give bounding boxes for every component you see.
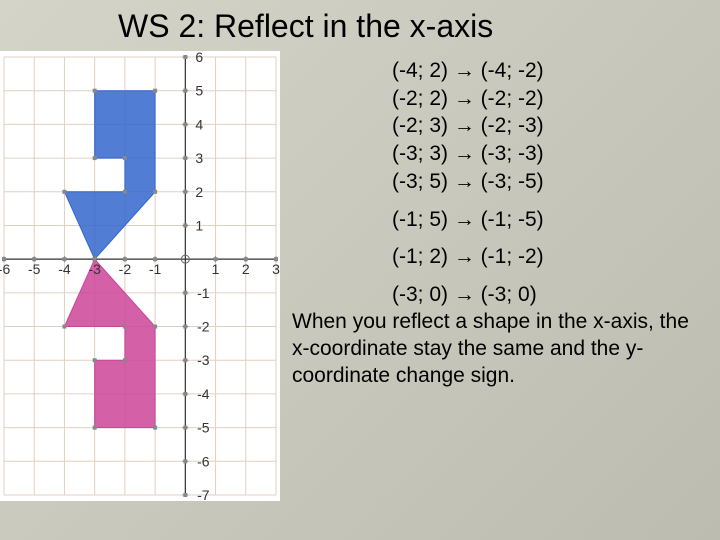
vertex-dot [123, 325, 127, 329]
slide: WS 2: Reflect in the x-axis -6 -5 -4 -3 -2 -1… [0, 0, 720, 506]
y-tick-label: -6 [197, 453, 210, 469]
vertex-dot [93, 156, 97, 160]
x-tick-label: -6 [0, 261, 10, 277]
mapping-line: (-2; 3) → (-2; -3) [292, 112, 720, 140]
mapping-line: (-1; 5) → (-1; -5) [292, 206, 720, 234]
coordinate-grid: -6-5-4-3-2-1123654321-1-2-3-4-5-6-7 [0, 51, 280, 501]
explanation-text: When you reflect a shape in the x-axis, … [292, 309, 720, 390]
y-tick-label: -1 [197, 285, 210, 301]
mapping-line: (-2; 2) → (-2; -2) [292, 85, 720, 113]
y-tick-label: 4 [195, 116, 203, 132]
vertex-dot [123, 358, 127, 362]
y-tick-label: 3 [195, 150, 203, 166]
vertex-dot [123, 190, 127, 194]
content-row: -6-5-4-3-2-1123654321-1-2-3-4-5-6-7 (-4;… [0, 51, 720, 506]
vertex-dot [62, 190, 66, 194]
vertex-dot [93, 89, 97, 93]
x-tick-label: 1 [212, 261, 220, 277]
mapping-group-2: (-1; 5) → (-1; -5) [292, 206, 720, 234]
y-tick-label: -4 [197, 386, 210, 402]
x-tick-label: -2 [119, 261, 132, 277]
coordinates-column: (-4; 2) → (-4; -2)(-2; 2) → (-2; -2)(-2;… [280, 51, 720, 389]
y-tick-label: -7 [197, 487, 210, 501]
vertex-dot [153, 426, 157, 430]
mapping-group-3: (-1; 2) → (-1; -2) [292, 243, 720, 271]
x-tick-label: -5 [28, 261, 41, 277]
mapping-group-1: (-4; 2) → (-4; -2)(-2; 2) → (-2; -2)(-2;… [292, 57, 720, 196]
vertex-dot [93, 426, 97, 430]
mapping-line: (-4; 2) → (-4; -2) [292, 57, 720, 85]
vertex-dot [153, 190, 157, 194]
x-tick-label: -3 [88, 261, 101, 277]
mapping-line: (-1; 2) → (-1; -2) [292, 243, 720, 271]
vertex-dot [153, 325, 157, 329]
mapping-line: (-3; 3) → (-3; -3) [292, 140, 720, 168]
mapping-group-4: (-3; 0) → (-3; 0) [292, 281, 720, 309]
y-tick-label: 6 [195, 51, 203, 65]
x-tick-label: -4 [58, 261, 71, 277]
vertex-dot [93, 358, 97, 362]
y-tick-label: -2 [197, 319, 210, 335]
x-tick-label: 2 [242, 261, 250, 277]
mapping-line: (-3; 5) → (-3; -5) [292, 168, 720, 196]
vertex-dot [153, 89, 157, 93]
y-tick-label: 2 [195, 184, 203, 200]
slide-title: WS 2: Reflect in the x-axis [0, 8, 720, 45]
y-tick-label: -5 [197, 420, 210, 436]
x-tick-label: 3 [272, 261, 280, 277]
vertex-dot [62, 325, 66, 329]
chart-container: -6-5-4-3-2-1123654321-1-2-3-4-5-6-7 [0, 51, 280, 506]
x-tick-label: -1 [149, 261, 162, 277]
y-tick-label: 1 [195, 217, 203, 233]
y-tick-label: -3 [197, 352, 210, 368]
vertex-dot [123, 156, 127, 160]
mapping-line: (-3; 0) → (-3; 0) [292, 281, 720, 309]
y-tick-label: 5 [195, 83, 203, 99]
